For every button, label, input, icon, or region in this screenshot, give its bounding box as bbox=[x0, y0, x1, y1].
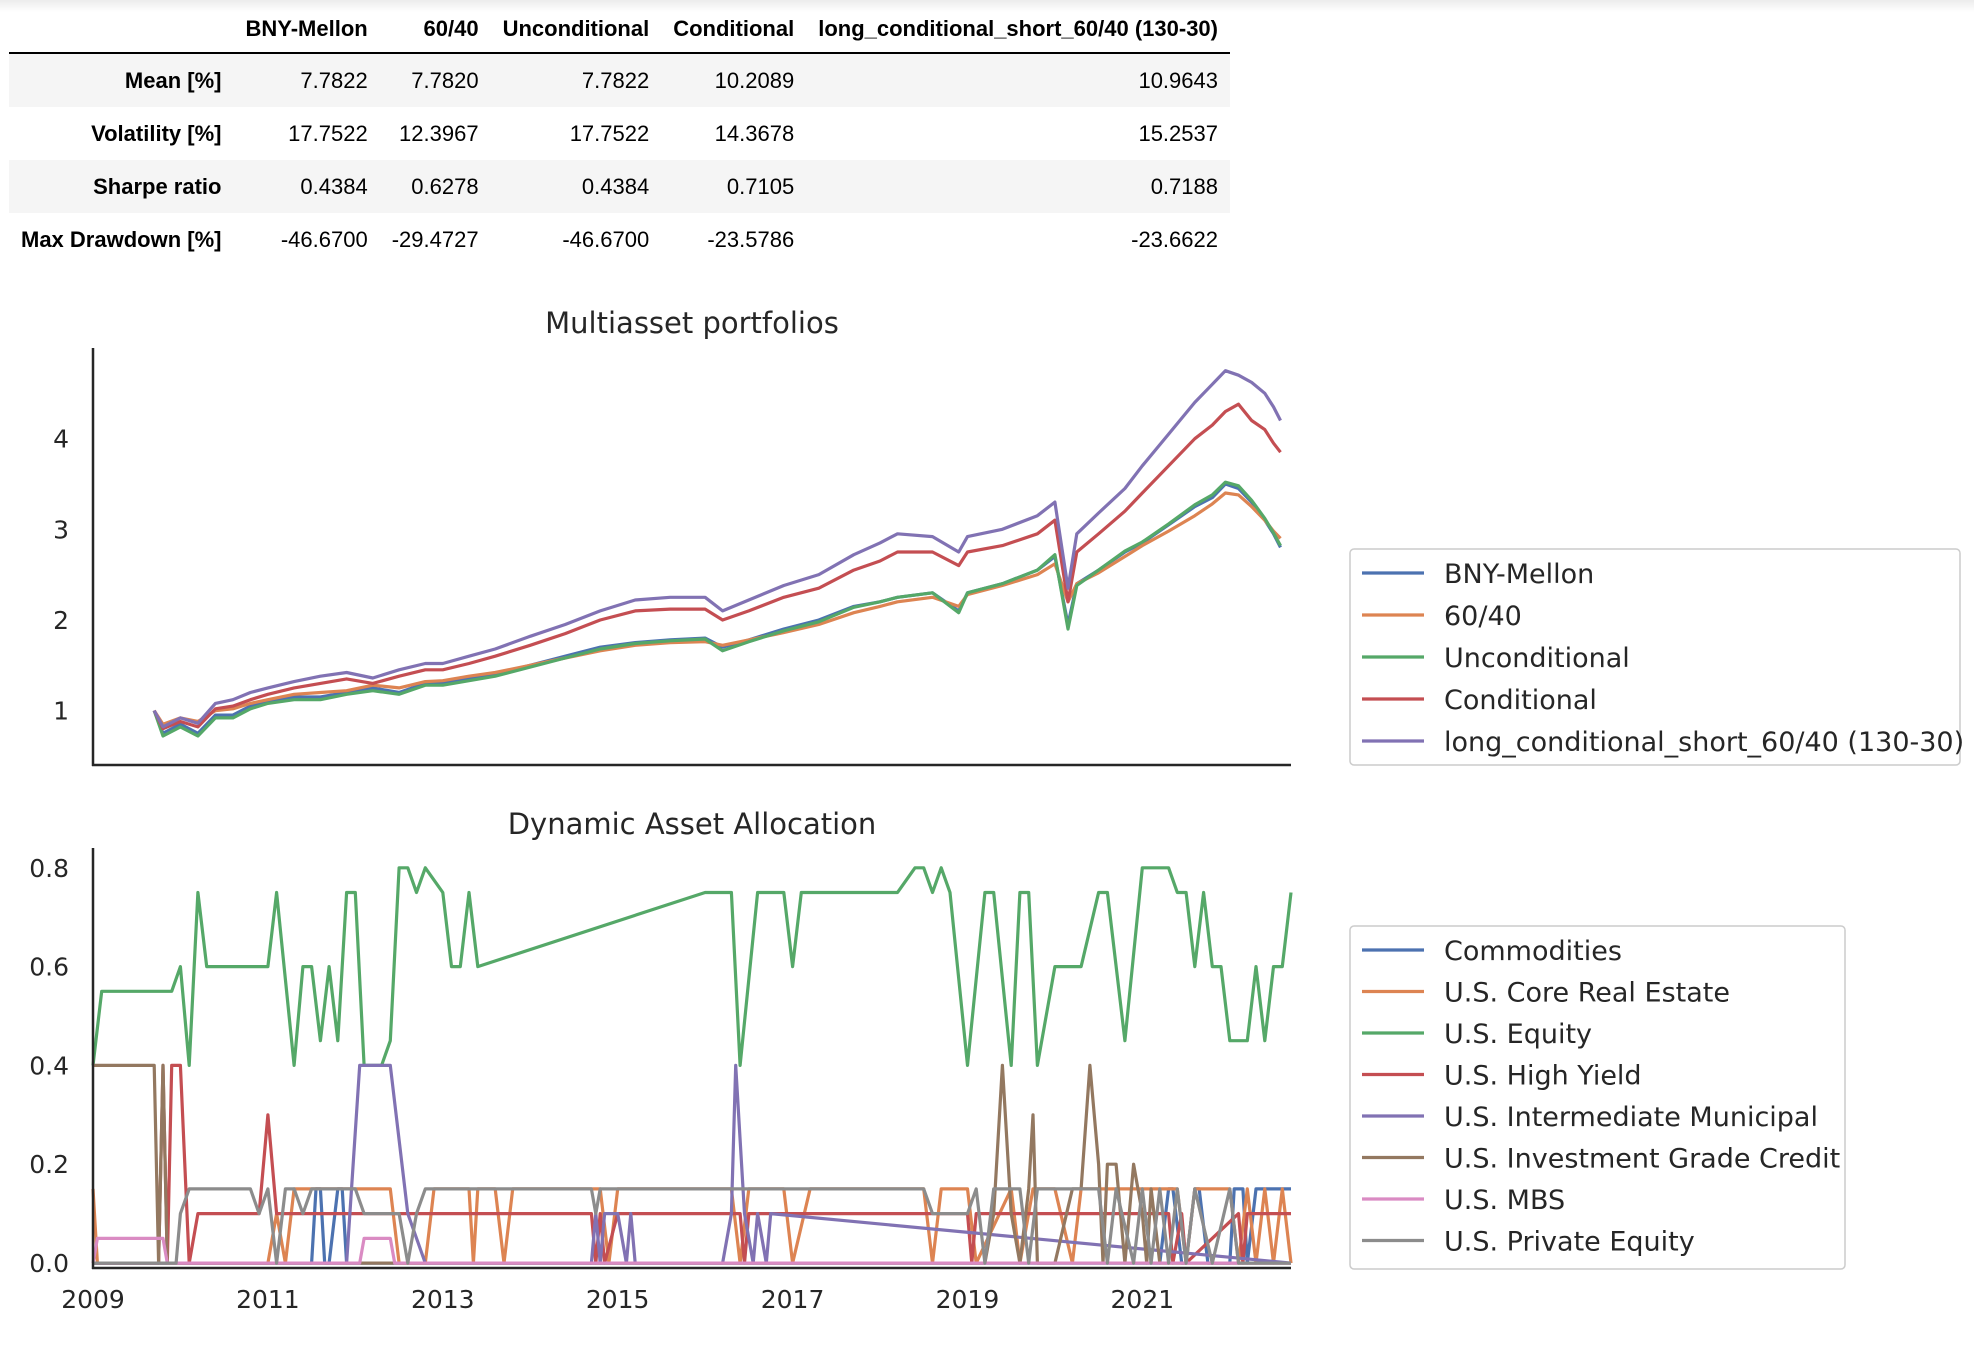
table-cell: 10.2089 bbox=[661, 53, 807, 107]
y-tick-label: 0.6 bbox=[29, 953, 69, 982]
table-row: Volatility [%] 17.7522 12.3967 17.7522 1… bbox=[9, 107, 1230, 160]
legend-label: U.S. Investment Grade Credit bbox=[1444, 1144, 1840, 1175]
table-cell: 17.7522 bbox=[569, 120, 650, 146]
legend-label: U.S. Equity bbox=[1444, 1019, 1592, 1050]
table-cell: 0.7188 bbox=[806, 160, 1230, 213]
column-header: Unconditional bbox=[490, 6, 662, 54]
y-tick-label: 4 bbox=[53, 425, 69, 454]
table-cell: -46.6700 bbox=[562, 226, 650, 252]
series-line bbox=[93, 1187, 1291, 1265]
legend: BNY-Mellon 60/40 Unconditional Conditional l… bbox=[1349, 548, 1964, 766]
column-header: long_conditional_short_60/40 (130-30) bbox=[806, 6, 1230, 54]
table-row: Sharpe ratio 0.4384 0.6278 0.4384 0.7105… bbox=[9, 160, 1230, 213]
y-tick-label: 0.8 bbox=[29, 854, 69, 883]
legend-label: U.S. Intermediate Municipal bbox=[1444, 1102, 1818, 1133]
metrics-table: BNY-Mellon 60/40 Unconditional Condition… bbox=[9, 6, 1230, 266]
series-line bbox=[91, 1236, 1291, 1265]
chart-title: Dynamic Asset Allocation bbox=[508, 807, 877, 841]
column-header: Conditional bbox=[661, 6, 807, 54]
y-tick-label: 1 bbox=[53, 697, 69, 726]
legend-label: U.S. Private Equity bbox=[1444, 1227, 1695, 1258]
table-cell: 0.4384 bbox=[490, 160, 662, 213]
legend-label: Unconditional bbox=[1444, 643, 1630, 674]
series-line bbox=[152, 402, 1282, 731]
legend-label: U.S. Core Real Estate bbox=[1444, 978, 1730, 1009]
legend-label: BNY-Mellon bbox=[1444, 559, 1594, 590]
legend-label: U.S. High Yield bbox=[1444, 1061, 1642, 1092]
x-tick-label: 2013 bbox=[411, 1285, 475, 1314]
legend-label: Conditional bbox=[1444, 685, 1597, 716]
x-tick-label: 2009 bbox=[61, 1285, 125, 1314]
table-cell: 0.4384 bbox=[233, 160, 380, 213]
x-tick-label: 2015 bbox=[586, 1285, 650, 1314]
y-tick-label: 3 bbox=[53, 515, 69, 544]
table-cell: 14.3678 bbox=[714, 120, 795, 146]
table-cell: 0.6278 bbox=[379, 160, 491, 213]
row-label: Max Drawdown [%] bbox=[21, 226, 222, 252]
table-cell: 12.3967 bbox=[399, 120, 479, 146]
table-cell: -29.4727 bbox=[391, 226, 479, 252]
y-tick-label: 2 bbox=[53, 606, 69, 635]
allocation-chart: Dynamic Asset Allocation 0.0 0.2 0.4 0.6 0.8 2… bbox=[29, 807, 1846, 1314]
table-cell: 7.7822 bbox=[490, 53, 662, 107]
table-cell: -23.6622 bbox=[1131, 226, 1218, 252]
x-tick-label: 2017 bbox=[761, 1285, 825, 1314]
legend-label: long_conditional_short_60/40 (130-30) bbox=[1444, 727, 1964, 758]
legend-box bbox=[1349, 548, 1961, 766]
table-cell: 7.7820 bbox=[379, 53, 491, 107]
column-header bbox=[9, 6, 234, 54]
table-row: Max Drawdown [%] -46.6700 -29.4727 -46.6… bbox=[9, 213, 1230, 266]
row-label: Mean [%] bbox=[9, 53, 234, 107]
column-header: 60/40 bbox=[379, 6, 491, 54]
chart-title: Multiasset portfolios bbox=[545, 306, 839, 340]
table-header-row: BNY-Mellon 60/40 Unconditional Condition… bbox=[9, 6, 1230, 54]
row-label: Sharpe ratio bbox=[9, 160, 234, 213]
series-line bbox=[152, 369, 1282, 729]
legend: Commodities U.S. Core Real Estate U.S. Equ… bbox=[1349, 925, 1846, 1270]
x-tick-label: 2011 bbox=[236, 1285, 300, 1314]
x-tick-label: 2021 bbox=[1111, 1285, 1175, 1314]
series-line bbox=[152, 480, 1282, 738]
table-cell: 7.7822 bbox=[233, 53, 380, 107]
table-cell: 0.7105 bbox=[661, 160, 807, 213]
legend-label: Commodities bbox=[1444, 936, 1622, 967]
y-tick-label: 0.2 bbox=[29, 1150, 69, 1179]
table-cell: 10.9643 bbox=[806, 53, 1230, 107]
legend-label: 60/40 bbox=[1444, 601, 1522, 632]
table-cell: 15.2537 bbox=[1138, 120, 1218, 146]
table-cell: 17.7522 bbox=[288, 120, 368, 146]
portfolio-chart: Multiasset portfolios 1 2 3 4 BNY-Mellon 60/40… bbox=[53, 306, 1964, 767]
y-tick-label: 0.4 bbox=[29, 1051, 69, 1080]
legend-box bbox=[1349, 925, 1846, 1270]
x-tick-label: 2019 bbox=[936, 1285, 1000, 1314]
y-tick-label: 0.0 bbox=[29, 1249, 69, 1278]
table-cell: -46.6700 bbox=[280, 226, 368, 252]
table-row: Mean [%] 7.7822 7.7820 7.7822 10.2089 10… bbox=[9, 53, 1230, 107]
column-header: BNY-Mellon bbox=[233, 6, 380, 54]
series-line bbox=[91, 866, 1293, 1068]
row-label: Volatility [%] bbox=[91, 120, 222, 146]
legend-label: U.S. MBS bbox=[1444, 1185, 1565, 1216]
table-cell: -23.5786 bbox=[707, 226, 795, 252]
